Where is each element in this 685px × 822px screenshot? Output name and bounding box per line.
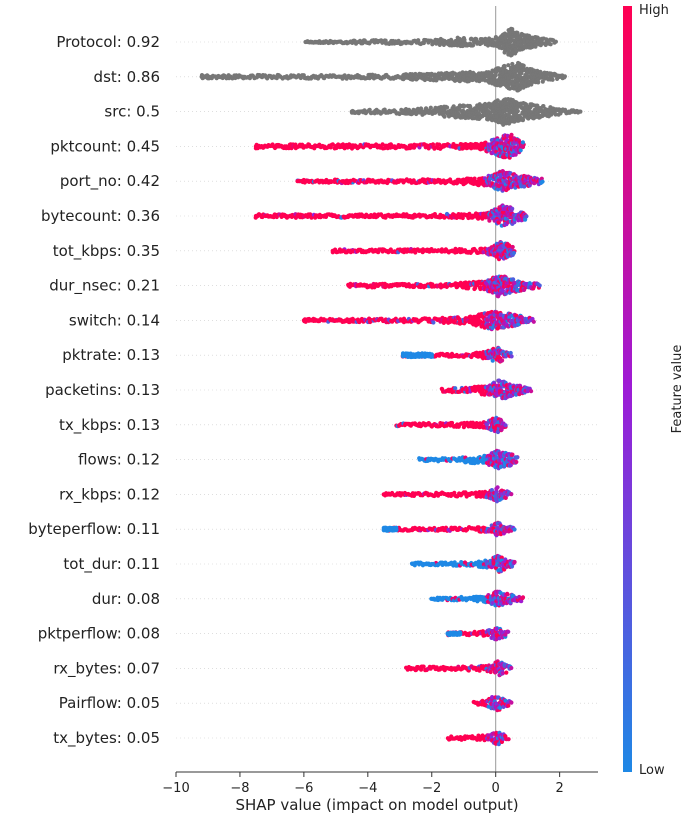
shap-point — [332, 214, 336, 218]
feature-row-points — [254, 133, 526, 160]
shap-point — [217, 75, 221, 79]
shap-point — [529, 389, 533, 393]
shap-point — [316, 40, 320, 44]
shap-point — [569, 110, 573, 114]
shap-point — [236, 75, 240, 79]
shap-point — [521, 140, 525, 144]
shap-point — [514, 460, 518, 464]
shap-point — [243, 75, 247, 79]
feature-row-points — [302, 310, 536, 332]
feature-row-points — [295, 169, 544, 193]
shap-point — [342, 179, 346, 183]
feature-row-points — [417, 449, 519, 471]
shap-point — [524, 214, 528, 218]
shap-point — [351, 110, 355, 114]
shap-point — [307, 214, 311, 218]
shap-point — [310, 318, 314, 322]
shap-point — [549, 42, 553, 46]
shap-point — [444, 106, 448, 110]
feature-row-points — [440, 379, 534, 401]
shap-point — [563, 74, 567, 78]
shap-point — [329, 179, 333, 183]
feature-row-points — [331, 240, 517, 261]
shap-point — [297, 179, 301, 183]
shap-point — [255, 144, 259, 148]
shap-point — [284, 144, 288, 148]
shap-point — [500, 358, 504, 362]
shap-point — [511, 245, 515, 249]
shap-point — [510, 453, 514, 457]
feature-row-points — [394, 416, 507, 434]
feature-row-points — [303, 27, 558, 58]
feature-row-points — [401, 346, 514, 364]
shap-point — [361, 214, 365, 218]
feature-row-points — [254, 203, 529, 227]
shap-point — [536, 80, 540, 84]
shap-point — [528, 281, 532, 285]
shap-point — [578, 110, 582, 114]
feature-row-points — [382, 485, 514, 503]
shap-point — [265, 144, 269, 148]
shap-point — [348, 249, 352, 253]
shap-point — [470, 43, 474, 47]
shap-point — [364, 284, 368, 288]
shap-point — [303, 318, 307, 322]
shap-point — [540, 180, 544, 184]
shap-point — [208, 75, 212, 79]
feature-row-points — [350, 97, 583, 127]
shap-point — [201, 75, 205, 79]
shap-point — [532, 320, 536, 324]
shap-point — [504, 423, 508, 427]
feature-row-points — [200, 61, 568, 93]
shap-point — [297, 214, 301, 218]
shap-point — [332, 318, 336, 322]
shap-point — [307, 179, 311, 183]
shap-point — [348, 179, 352, 183]
shap-point — [494, 73, 498, 77]
shap-point — [348, 284, 352, 288]
shap-point — [294, 144, 298, 148]
feature-row-points — [346, 275, 542, 299]
shap-point — [442, 115, 446, 119]
shap-point — [512, 251, 516, 255]
shap-point — [551, 78, 555, 82]
shap-point — [339, 318, 343, 322]
shap-point — [554, 40, 558, 44]
shap-point — [278, 144, 282, 148]
shap-point — [510, 207, 514, 211]
shap-point — [342, 249, 346, 253]
shap-point — [521, 145, 525, 149]
shap-point — [510, 354, 514, 358]
shap-point — [358, 110, 362, 114]
shap-point — [358, 284, 362, 288]
shap-point — [538, 283, 542, 287]
shap-point — [371, 214, 375, 218]
shap-point — [310, 40, 314, 44]
shap-point — [316, 318, 320, 322]
shap-point — [431, 320, 435, 324]
shap-point — [453, 386, 457, 390]
shap-point — [515, 455, 519, 459]
beeswarm-points — [200, 27, 583, 747]
shap-point — [323, 318, 327, 322]
shap-point — [396, 214, 400, 218]
shap-point — [430, 355, 434, 359]
shap-point — [265, 214, 269, 218]
shap-point — [332, 249, 336, 253]
shap-point — [255, 214, 259, 218]
shap-point — [284, 214, 288, 218]
shap-point — [412, 214, 416, 218]
